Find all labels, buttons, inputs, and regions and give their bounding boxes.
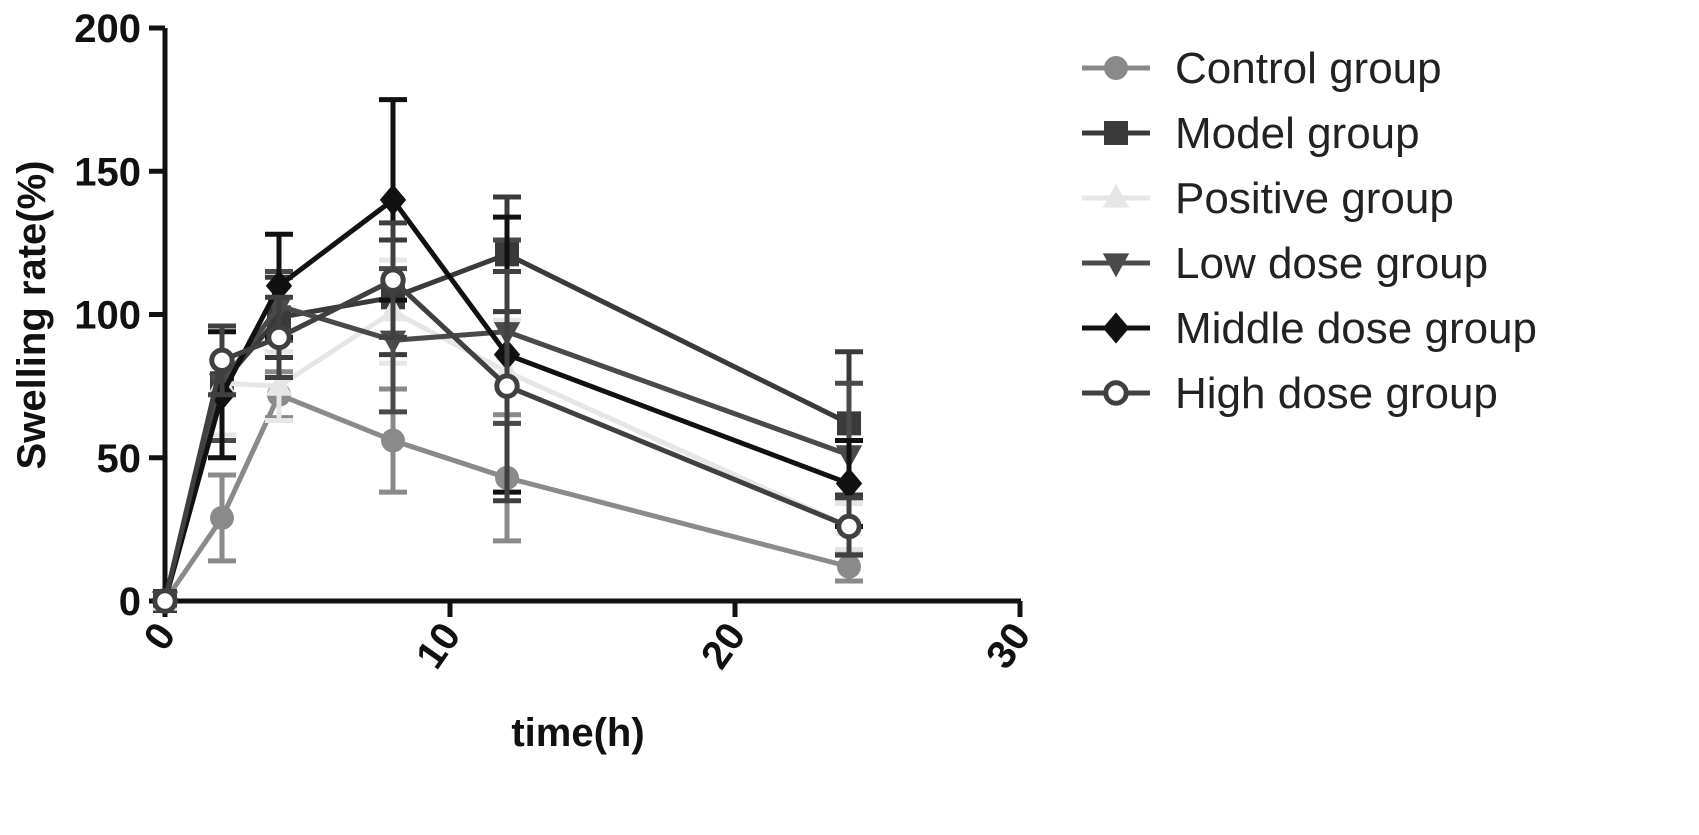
data-point xyxy=(152,588,178,614)
series-6 xyxy=(152,220,863,614)
legend-item: Middle dose group xyxy=(1082,304,1537,353)
legend-marker xyxy=(1104,121,1128,145)
data-point xyxy=(837,554,861,579)
legend-item: Positive group xyxy=(1082,174,1454,223)
legend-item: Model group xyxy=(1082,109,1420,158)
legend-label: Positive group xyxy=(1175,174,1454,223)
x-tick-label: 20 xyxy=(693,615,755,677)
y-tick-label: 150 xyxy=(74,150,141,194)
y-tick-label: 50 xyxy=(97,437,142,481)
data-point xyxy=(381,428,405,453)
data-point xyxy=(265,371,293,396)
data-point xyxy=(266,324,292,351)
series-line xyxy=(162,303,850,602)
data-point xyxy=(210,505,234,530)
legend-marker xyxy=(1102,312,1130,344)
legend-marker xyxy=(1102,253,1130,278)
data-point xyxy=(265,270,293,302)
data-point xyxy=(380,267,406,293)
y-tick-label: 200 xyxy=(74,7,141,51)
x-tick-label: 0 xyxy=(136,615,185,658)
legend-label: Control group xyxy=(1175,44,1442,93)
x-tick-label: 30 xyxy=(978,615,1040,677)
x-axis-title: time(h) xyxy=(511,711,644,755)
y-axis-title: Swelling rate(%) xyxy=(10,161,54,470)
series-line xyxy=(162,196,850,602)
legend-item: High dose group xyxy=(1082,369,1498,418)
series-layer xyxy=(151,97,863,617)
data-point xyxy=(379,184,407,216)
legend-label: Middle dose group xyxy=(1175,304,1537,353)
series-line xyxy=(162,391,850,603)
legend-item: Low dose group xyxy=(1082,239,1488,288)
legend-marker xyxy=(1103,380,1129,406)
x-tick-label: 10 xyxy=(408,615,470,677)
data-point xyxy=(209,347,235,374)
legend: Control group Model group Positive group Lo… xyxy=(1082,44,1537,418)
legend-marker xyxy=(1104,56,1128,80)
series-line xyxy=(162,277,850,602)
y-tick-label: 100 xyxy=(74,294,141,338)
legend-label: High dose group xyxy=(1175,369,1498,418)
legend-label: Low dose group xyxy=(1175,239,1488,288)
legend-item: Control group xyxy=(1082,44,1442,93)
data-point xyxy=(835,467,863,500)
data-point xyxy=(494,373,520,399)
y-tick-label: 0 xyxy=(119,580,141,624)
ticks: 0 50 100 150 200 0 10 20 30 xyxy=(74,7,1039,677)
legend-marker xyxy=(1102,183,1130,208)
data-point xyxy=(836,513,862,540)
legend-label: Model group xyxy=(1175,109,1420,158)
